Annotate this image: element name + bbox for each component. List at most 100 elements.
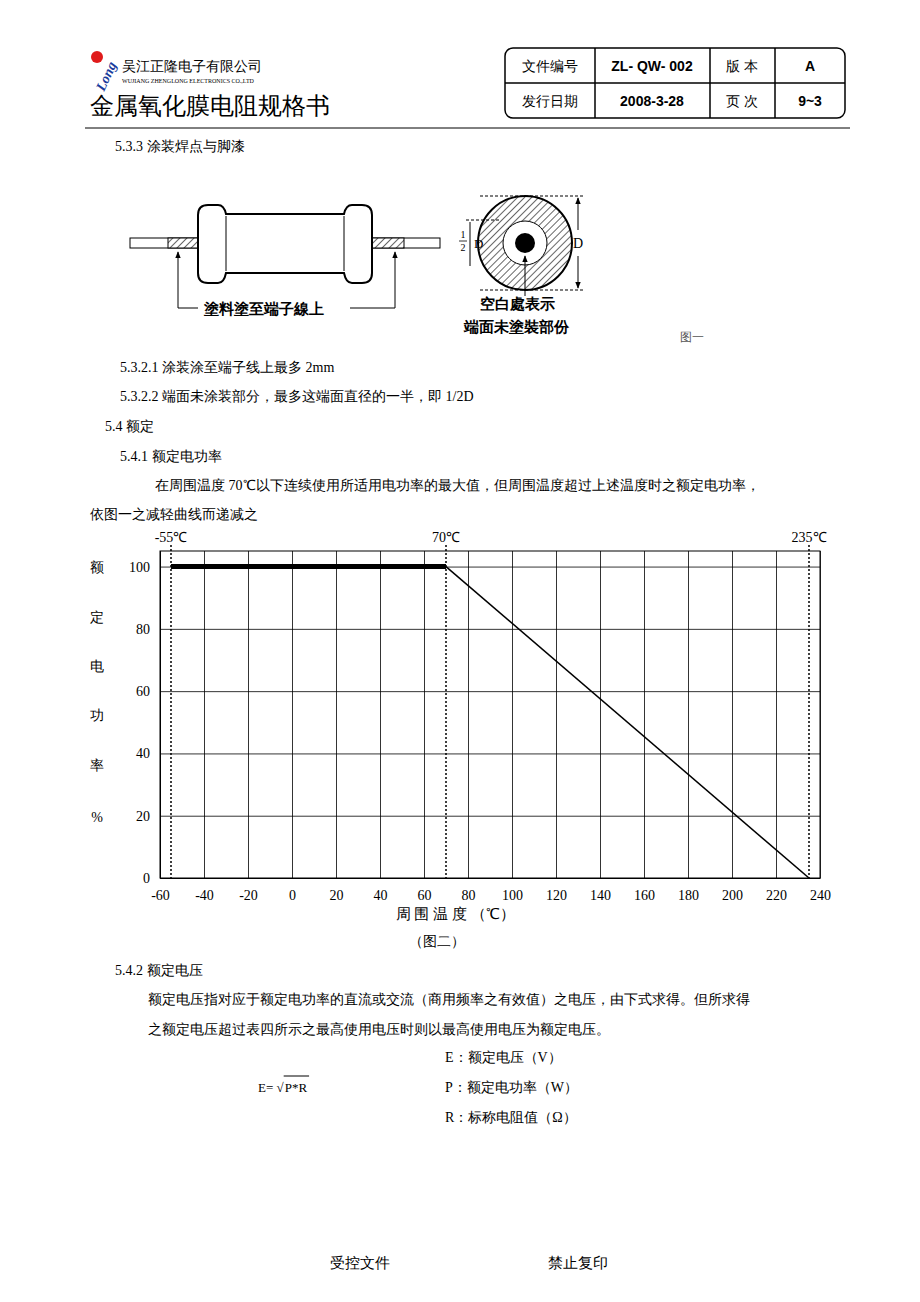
footer-text: 禁止复印	[548, 1255, 608, 1271]
x-tick-label: 0	[289, 888, 296, 903]
y-tick: 80	[136, 622, 820, 637]
dim-label: D	[573, 236, 583, 251]
x-tick-label: 120	[546, 888, 567, 903]
dim-label: 1	[461, 229, 466, 240]
x-tick: 20	[330, 551, 344, 903]
x-tick-label: 100	[502, 888, 523, 903]
x-axis: -60-40-200204060801001201401601802002202…	[151, 551, 831, 903]
x-grid	[776, 551, 777, 878]
y-tick: 20	[136, 809, 820, 824]
x-grid	[292, 551, 293, 878]
radical-bar	[284, 1076, 309, 1077]
y-tick: 40	[136, 746, 820, 761]
dim-arrow	[578, 198, 579, 230]
logo: Long	[93, 59, 120, 94]
x-grid	[248, 551, 249, 878]
y-tick-label: 40	[136, 746, 150, 761]
x-tick-label: 200	[722, 888, 743, 903]
paragraph: 额定电压指对应于额定电功率的直流或交流（商用频率之有效值）之电压，由下式求得。但…	[148, 992, 750, 1007]
y-axis: 0 20 40 60 80 100	[129, 552, 820, 886]
annotation-line	[445, 545, 447, 878]
x-tick-label: 80	[462, 888, 476, 903]
section-heading: 5.3.3 涂装焊点与脚漆	[115, 139, 245, 154]
doc-title: 金属氧化膜电阻规格书	[90, 93, 330, 119]
x-tick: 140	[590, 551, 611, 903]
footer: 受控文件禁止复印	[330, 1255, 608, 1271]
formula: E= √	[258, 1080, 285, 1095]
body-edge	[226, 216, 227, 271]
table-rule	[774, 48, 776, 118]
x-grid	[556, 551, 557, 878]
x-grid	[468, 551, 469, 878]
paragraph: 在周围温度 70℃以下连续使用所适用电功率的最大值，但周围温度超过上述温度时之额…	[155, 478, 760, 493]
arrow	[525, 256, 526, 296]
dim-ext	[480, 196, 585, 197]
annotation: 235℃	[792, 530, 827, 545]
dim-ext	[466, 220, 500, 221]
figure-label: 端面未塗裝部份	[463, 318, 570, 335]
text-block: 5.3.2.1 涂装涂至端子线上最多 2mm 5.3.2.2 端面未涂装部分，最多…	[90, 360, 760, 522]
table-cell: ZL- QW- 002	[611, 58, 693, 74]
dim-ext	[480, 290, 585, 291]
annotation: -55℃	[155, 530, 188, 545]
arrow	[178, 252, 179, 308]
x-tick-label: -60	[151, 888, 170, 903]
x-tick-label: 40	[374, 888, 388, 903]
lead	[130, 238, 202, 248]
caption: （图二）	[409, 934, 465, 949]
x-tick-label: 20	[330, 888, 344, 903]
body-edge	[344, 216, 345, 271]
dim-line	[470, 222, 471, 266]
formula: P*R	[285, 1080, 308, 1095]
definition: P：额定电功率（W）	[445, 1080, 578, 1095]
y-grid	[160, 753, 820, 754]
x-tick: -20	[239, 551, 258, 903]
chart: -60-40-200204060801001201401601802002202…	[90, 530, 831, 949]
company: 吴江正隆电子有限公司	[122, 59, 262, 74]
company-en: WUJIANG ZHENGLONG ELECTRONICS CO.,LTD	[122, 78, 255, 84]
y-tick: 100	[129, 560, 820, 575]
x-grid	[600, 551, 601, 878]
plot-frame	[160, 551, 820, 878]
x-tick: 100	[502, 551, 523, 903]
leader	[350, 308, 395, 309]
x-tick-label: 240	[810, 888, 831, 903]
table-cell: 9~3	[798, 93, 822, 109]
x-tick: 0	[289, 551, 296, 903]
paragraph: 依图一之减轻曲线而递减之	[90, 507, 258, 522]
x-tick-label: -20	[239, 888, 258, 903]
y-tick-label: 60	[136, 684, 150, 699]
table-rule	[709, 48, 711, 118]
figure-label: 塗料塗至端子線上	[203, 301, 324, 317]
x-grid	[380, 551, 381, 878]
y-grid	[160, 816, 820, 817]
x-tick-label: -40	[195, 888, 214, 903]
coated-lead	[168, 238, 202, 248]
paragraph: 5.4.2 额定电压	[115, 963, 203, 978]
table-cell: 页 次	[726, 94, 758, 109]
leader	[178, 308, 198, 309]
x-tick: 180	[678, 551, 699, 903]
data-layer	[171, 567, 809, 878]
y-tick-label: 0	[143, 871, 150, 886]
x-tick: 120	[546, 551, 567, 903]
x-tick-label: 60	[418, 888, 432, 903]
arrow	[395, 252, 396, 308]
paragraph: 5.3.2.2 端面未涂装部分，最多这端面直径的一半，即 1/2D	[120, 389, 474, 404]
x-grid	[204, 551, 205, 878]
paragraph: 5.3.2.1 涂装涂至端子线上最多 2mm	[120, 360, 334, 375]
x-tick-label: 160	[634, 888, 655, 903]
y-tick-label: 100	[129, 560, 150, 575]
logo-dot	[91, 51, 103, 63]
caption: 图一	[680, 330, 704, 344]
x-tick-label: 180	[678, 888, 699, 903]
paragraph: 5.4 额定	[105, 419, 154, 434]
table-rule	[505, 82, 845, 84]
y-grid	[160, 691, 820, 692]
x-grid	[644, 551, 645, 878]
x-grid	[336, 551, 337, 878]
x-tick: 40	[374, 551, 388, 903]
x-grid	[424, 551, 425, 878]
x-tick: 60	[418, 551, 432, 903]
y-tick-label: 80	[136, 622, 150, 637]
